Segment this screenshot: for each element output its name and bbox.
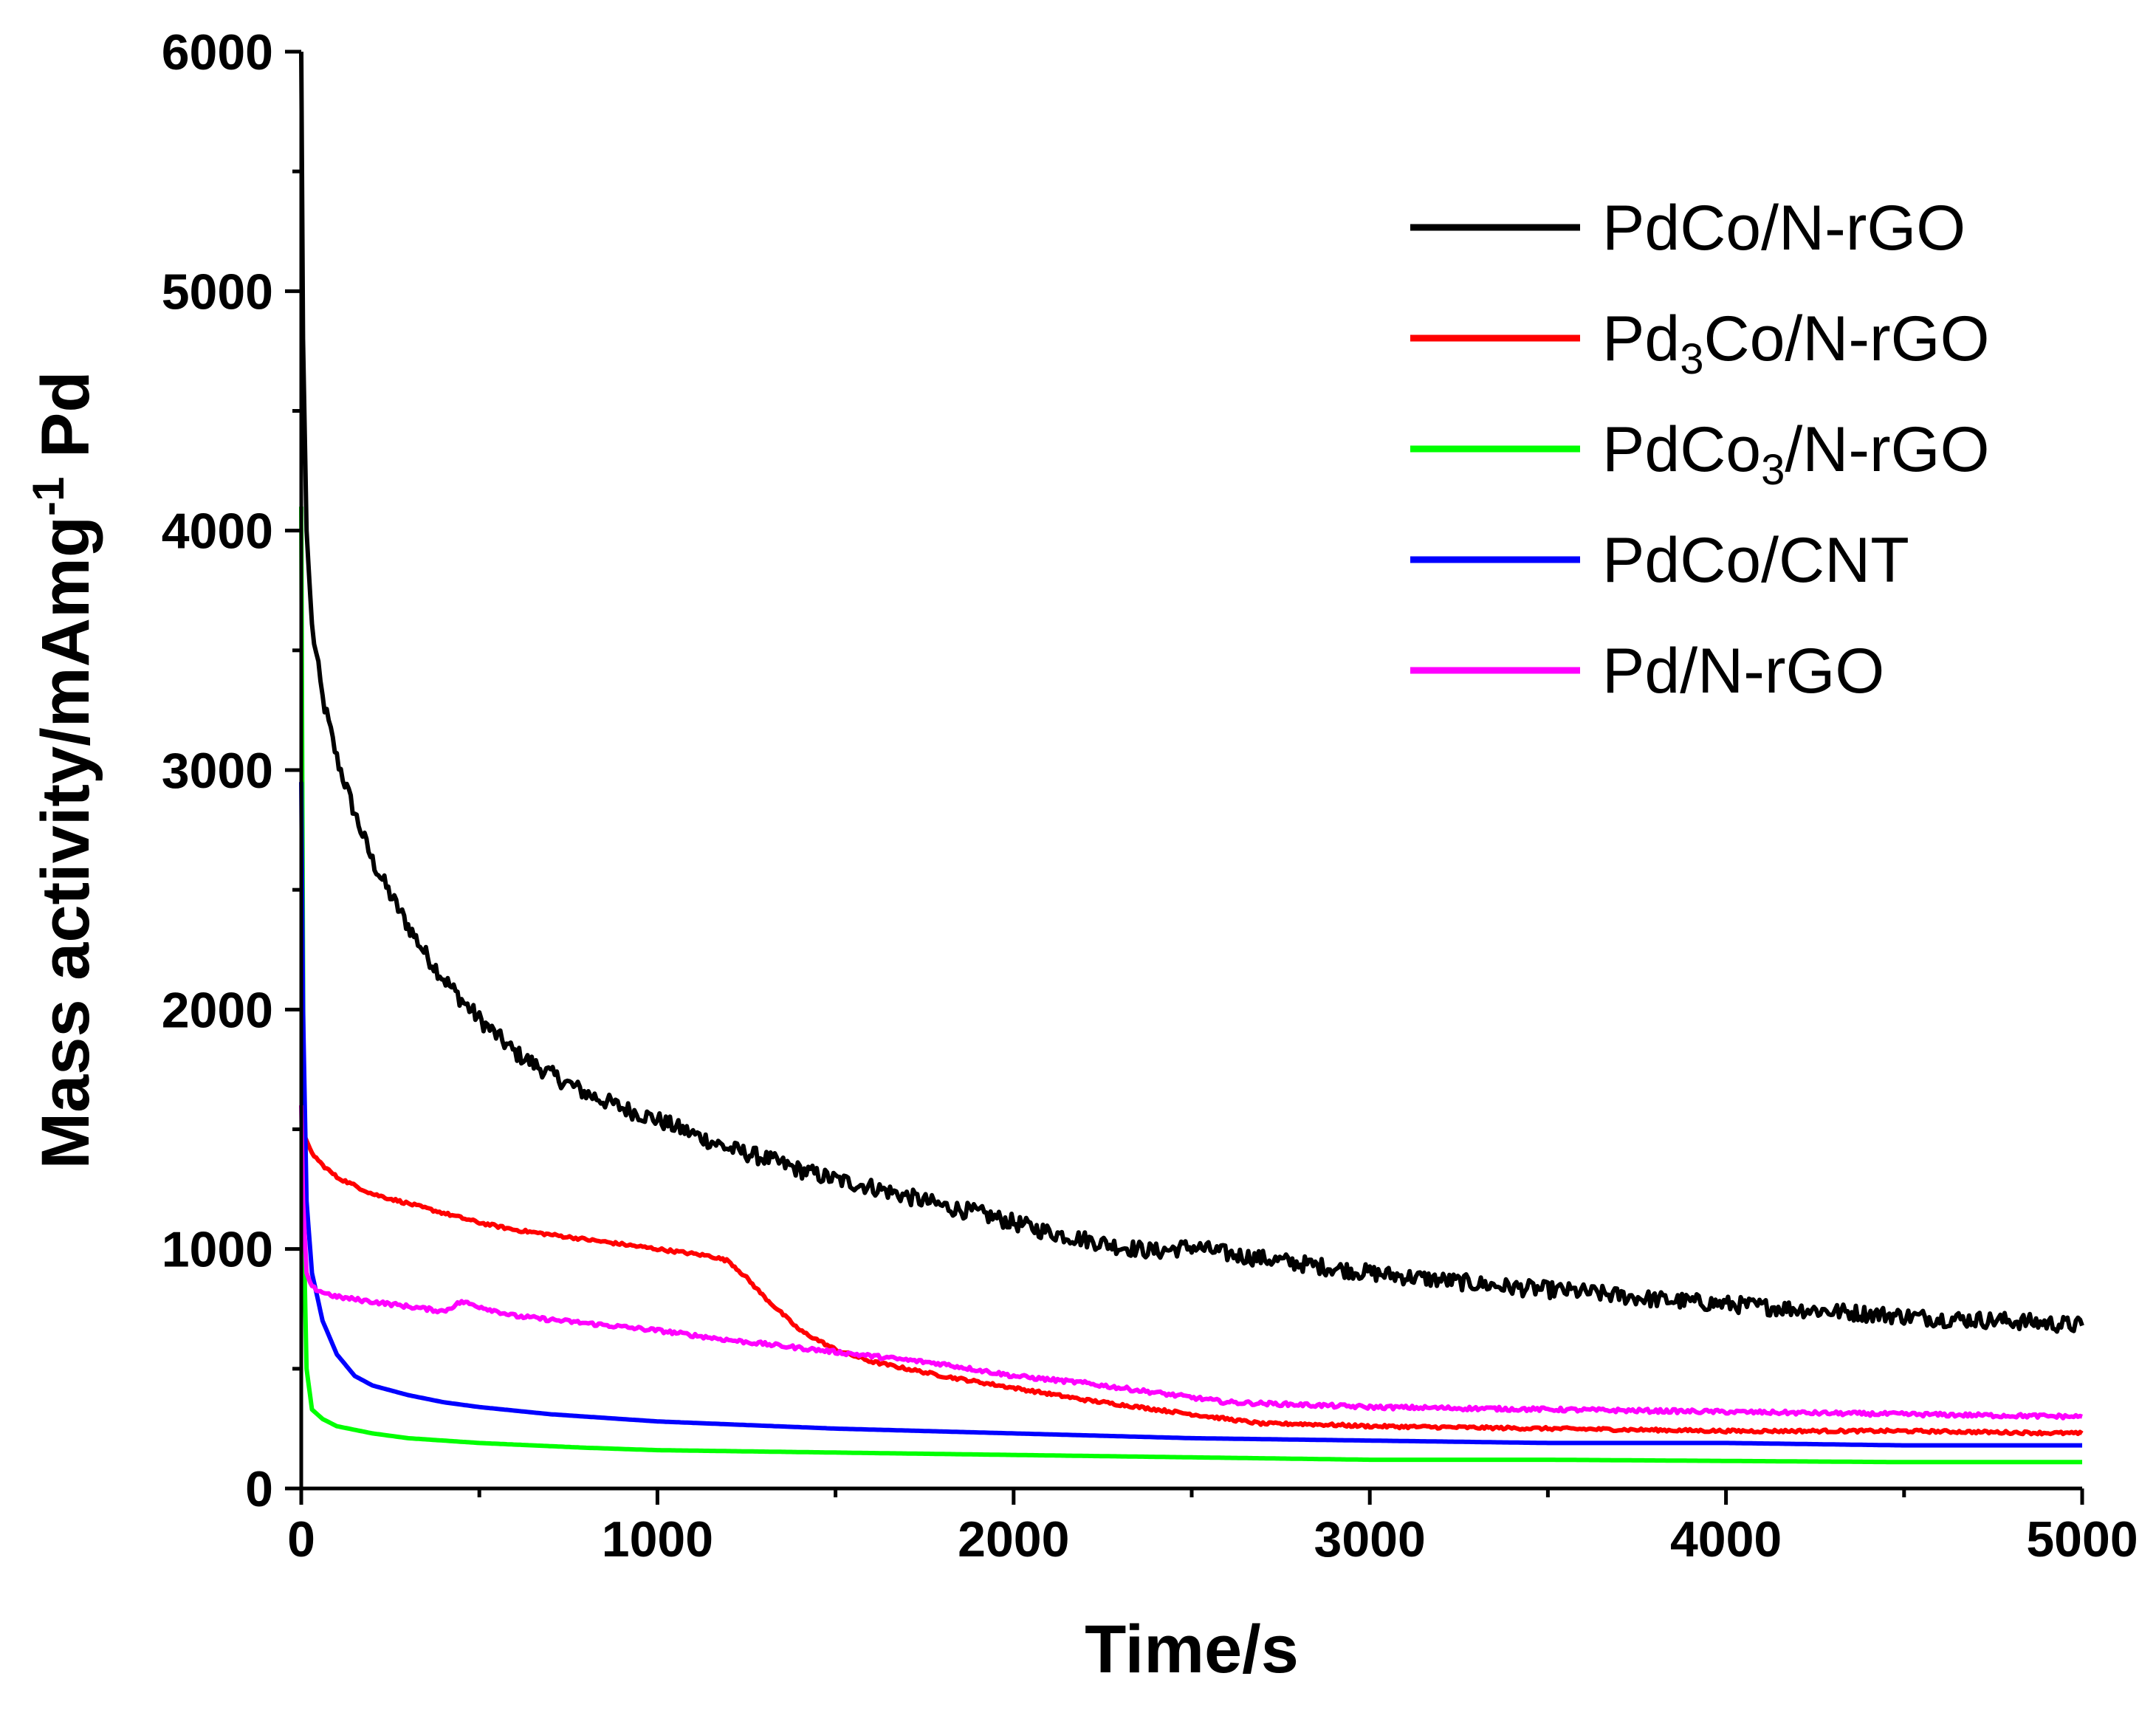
x-tick-label: 1000 [602,1511,713,1567]
x-tick-label: 4000 [1670,1511,1782,1567]
legend: PdCo/N-rGO Pd3Co/N-rGO PdCo3/N-rGO PdCo/CNT… [1410,193,1989,707]
series-line-2 [299,506,2083,1465]
x-tick-label: 3000 [1314,1511,1426,1567]
y-tick-label: 0 [245,1461,273,1517]
series-line-3 [299,782,2083,1448]
series-layer [299,51,2084,1465]
y-tick-label: 3000 [162,743,273,799]
y-tick-label: 5000 [162,264,273,320]
y-tick-label: 6000 [162,24,273,80]
legend-label-2: PdCo3/N-rGO [1602,414,1989,494]
legend-label-3: PdCo/CNT [1602,525,1909,596]
series-line-4 [299,1105,2083,1421]
y-tick-label: 2000 [162,982,273,1038]
legend-label-4: Pd/N-rGO [1602,636,1884,707]
x-axis-title: Time/s [1085,1612,1299,1687]
y-tick-label: 4000 [162,504,273,560]
axes-layer: 0 1000 2000 3000 4000 5000 0 1000 2000 3000 4000 50… [24,24,2138,1687]
y-tick-label: 1000 [162,1222,273,1278]
x-tick-label: 0 [287,1511,315,1567]
legend-label-1: Pd3Co/N-rGO [1602,303,1989,383]
y-axis-title: Mass activity/mAmg-1 Pd [24,371,103,1169]
series-line-0 [299,51,2084,1334]
series-line-1 [299,1105,2084,1437]
x-tick-label: 2000 [958,1511,1069,1567]
legend-label-0: PdCo/N-rGO [1602,193,1966,264]
x-tick-label: 5000 [2026,1511,2138,1567]
